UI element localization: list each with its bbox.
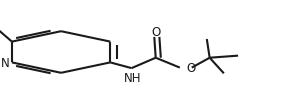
Text: NH: NH — [124, 72, 142, 85]
Text: N: N — [1, 57, 10, 70]
Text: O: O — [152, 26, 161, 39]
Text: O: O — [186, 62, 195, 75]
